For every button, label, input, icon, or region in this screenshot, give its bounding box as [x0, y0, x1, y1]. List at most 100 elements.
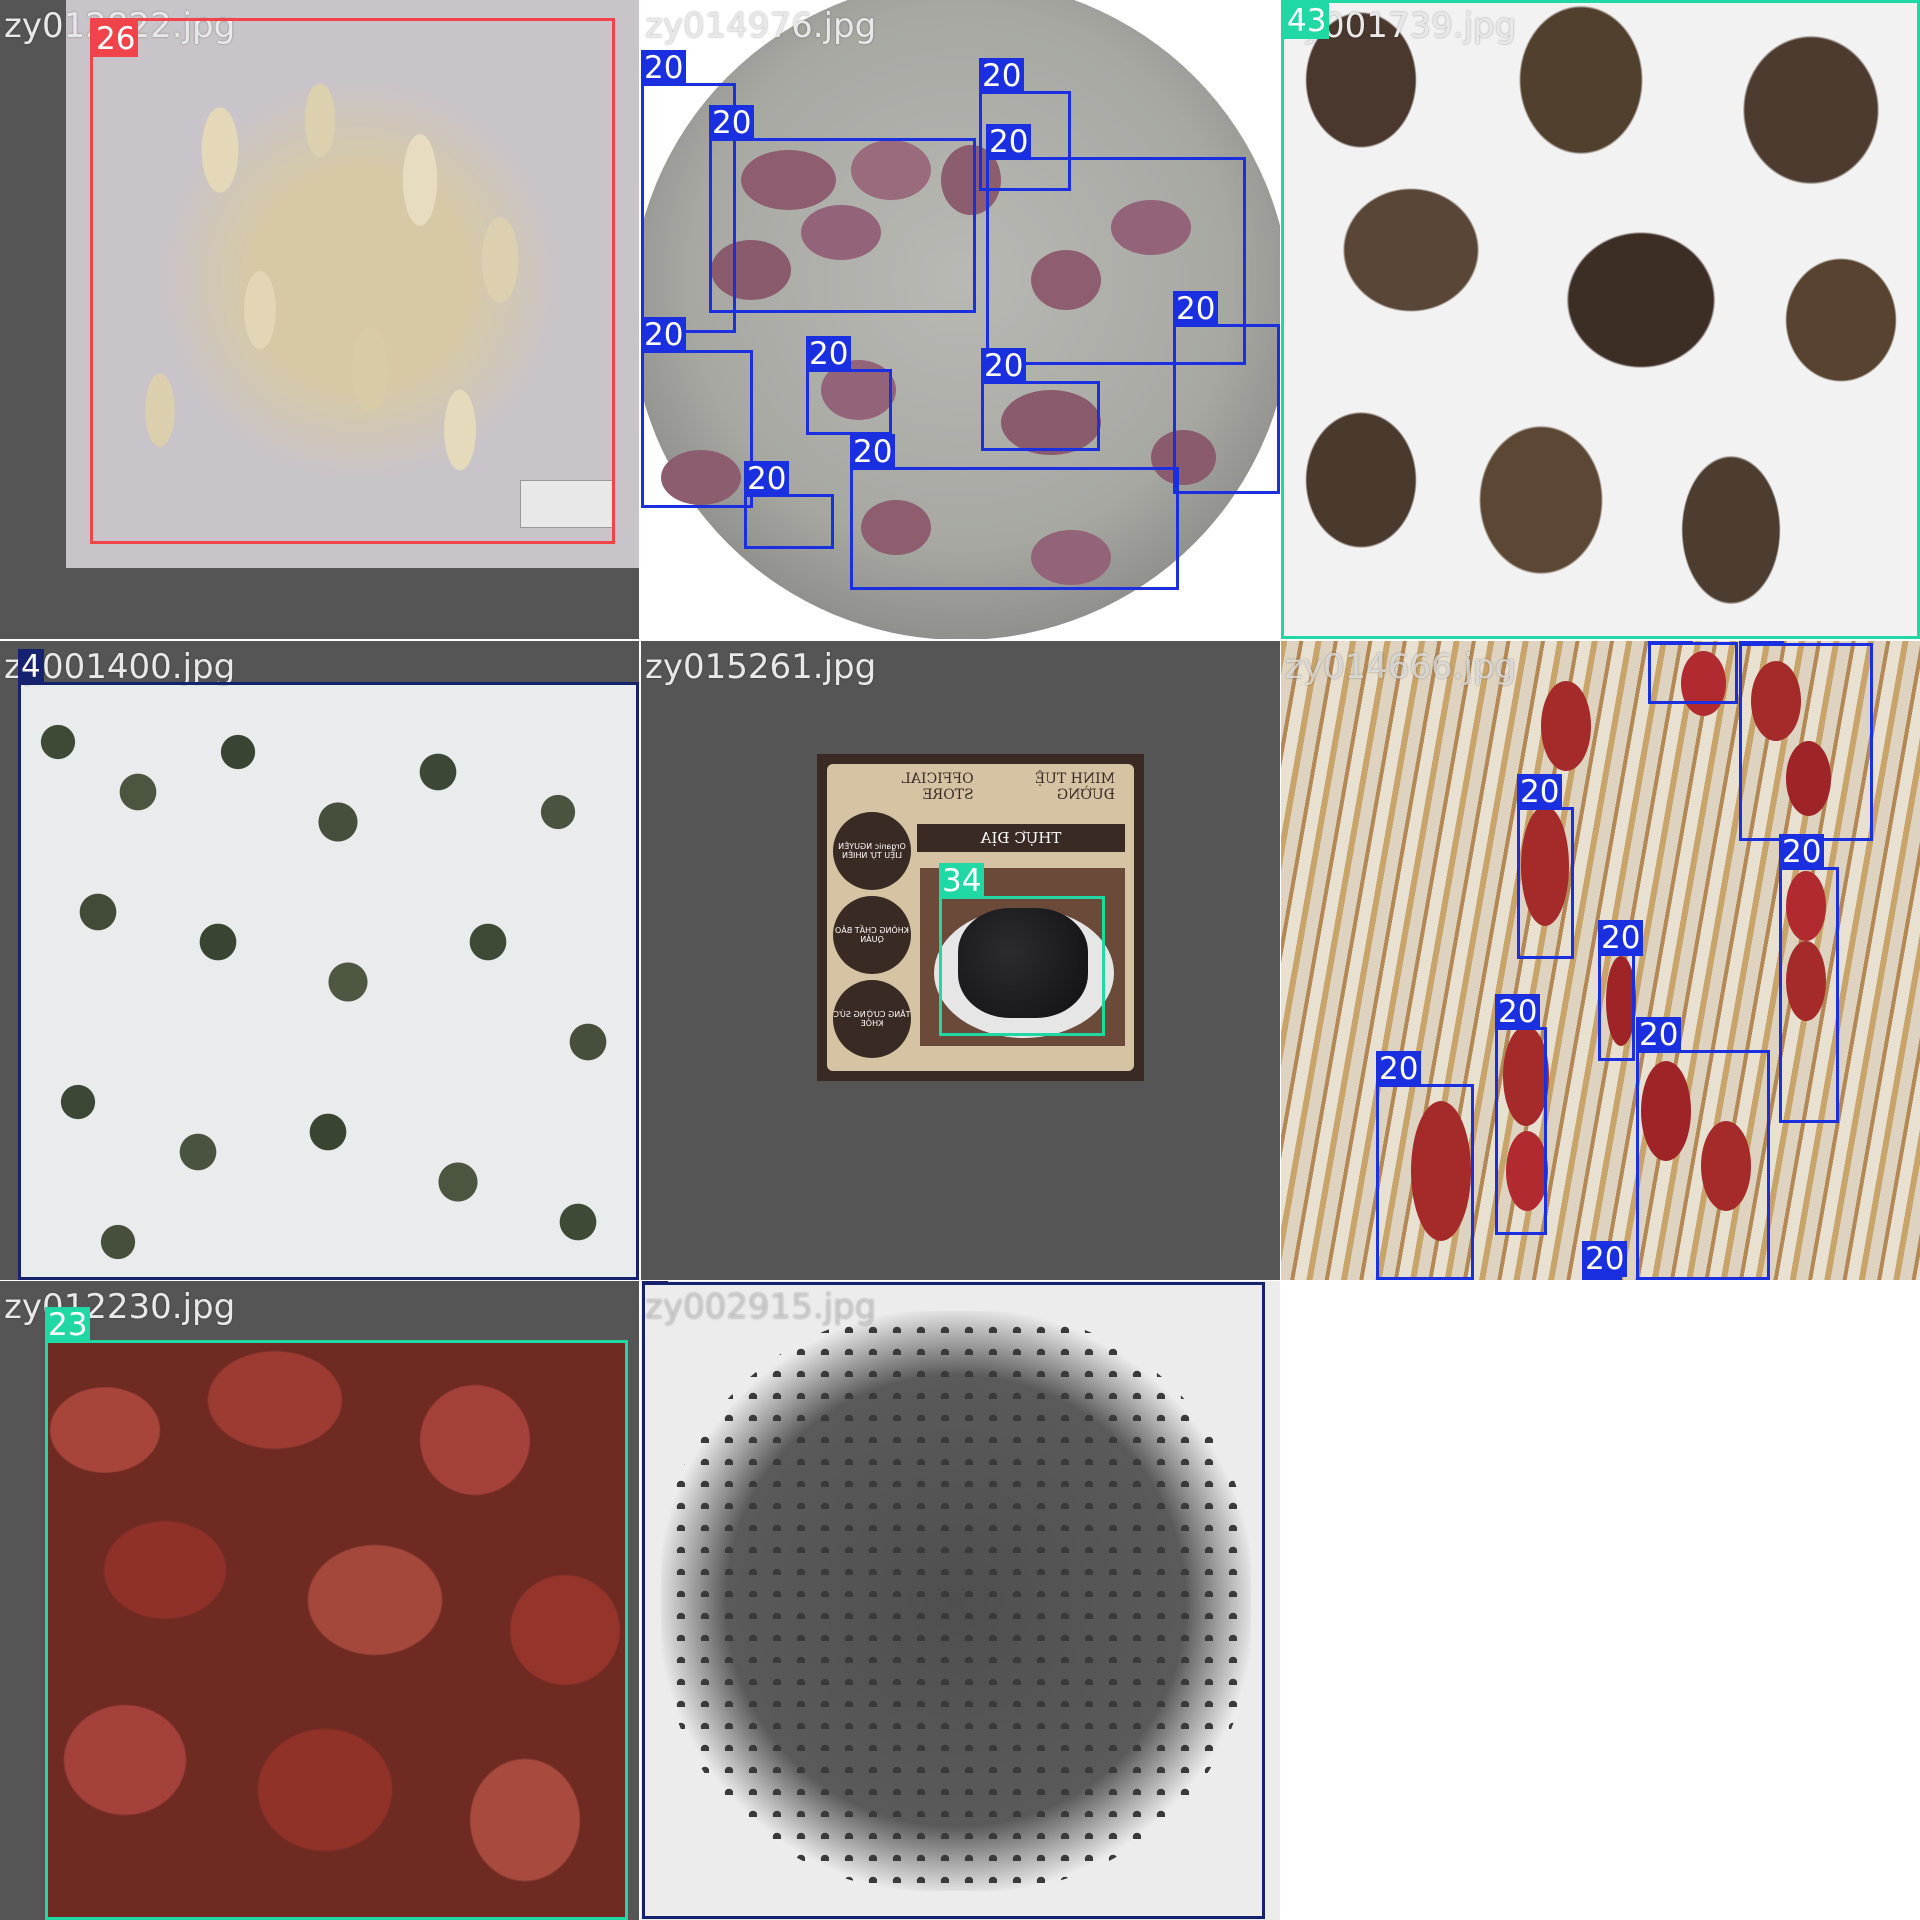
detection-label: 20 — [1636, 1017, 1682, 1053]
mosaic-tile-4: zy001400.jpg 4 — [0, 641, 639, 1280]
mosaic-tile-6: zy014666.jpg 20 20 20 20 20 20 20 20 20 — [1281, 641, 1920, 1280]
dried-fruit-photo — [45, 1340, 625, 1920]
product-package: MINH TUỆ ĐƯỜNG OFFICIAL STORE THỰC ĐỊA O… — [817, 754, 1144, 1081]
detection-box[interactable]: 43 — [1281, 0, 1920, 639]
seeds-photo — [18, 682, 639, 1280]
detection-label: 20 — [744, 461, 790, 497]
brand-right-text: MINH TUỆ ĐƯỜNG — [1034, 771, 1115, 803]
red-fruit — [1411, 1101, 1471, 1241]
detection-label: 20 — [1495, 994, 1541, 1030]
detection-box[interactable]: 20 — [1739, 641, 1873, 841]
badge-text: KHÔNG CHẤT BẢO QUẢN — [834, 926, 910, 944]
herb-pile — [100, 30, 620, 530]
detection-box[interactable]: 20 — [806, 336, 892, 435]
seed — [801, 205, 881, 260]
detection-label: 34 — [939, 863, 985, 899]
seed — [741, 150, 836, 210]
seed — [1031, 250, 1101, 310]
detection-label: 20 — [1376, 1051, 1422, 1087]
detection-box[interactable]: 20 — [641, 50, 736, 333]
mosaic-tile-8: zy002915.jpg 4 — [641, 1281, 1280, 1920]
detection-label: 43 — [1284, 3, 1330, 39]
detection-label: 20 — [806, 336, 852, 372]
detection-label: 20 — [1582, 1241, 1628, 1277]
detection-box[interactable]: 20 — [979, 58, 1071, 191]
detection-box[interactable]: 20 — [981, 348, 1100, 451]
badge-health: TĂNG CƯỜNG SỨC KHỎE — [833, 980, 911, 1058]
red-fruit — [1641, 1061, 1691, 1161]
detection-box[interactable]: 20 — [1779, 834, 1839, 1123]
tile-filename: zy014666.jpg — [1285, 647, 1517, 687]
detection-box[interactable]: 20 — [1648, 641, 1738, 704]
seed — [1001, 390, 1101, 455]
detection-label: 20 — [1598, 920, 1644, 956]
detection-box[interactable]: 20 — [850, 434, 1179, 590]
red-fruit — [1521, 806, 1569, 926]
black-seeds-photo — [661, 1311, 1251, 1891]
detection-label: 20 — [979, 58, 1025, 94]
detection-label: 20 — [1648, 641, 1694, 645]
badge-organic: Organic NGUYÊN LIỆU TỰ NHIÊN — [833, 812, 911, 890]
badge-preservative: KHÔNG CHẤT BẢO QUẢN — [833, 896, 911, 974]
detection-label: 26 — [93, 21, 139, 57]
detection-label: 20 — [1517, 774, 1563, 810]
badge-text: Organic NGUYÊN LIỆU TỰ NHIÊN — [838, 842, 906, 860]
detection-label: 4 — [18, 649, 44, 685]
detection-box[interactable]: 20 — [1173, 291, 1280, 494]
detection-label: 20 — [641, 317, 687, 353]
mosaic-tile-5: zy015261.jpg MINH TUỆ ĐƯỜNG OFFICIAL STO… — [641, 641, 1280, 1280]
detection-label: 20 — [986, 124, 1032, 160]
tile-filename: zy014976.jpg — [645, 6, 877, 46]
red-fruit — [1541, 681, 1591, 771]
dried-fruit — [958, 908, 1088, 1018]
tile-filename: zy002915.jpg — [645, 1287, 877, 1327]
detection-box[interactable]: 20 — [1582, 1241, 1628, 1280]
mosaic-tile-1: zy012822.jpg 26 — [0, 0, 639, 639]
badge-text: TĂNG CƯỜNG SỨC KHỎE — [833, 1010, 911, 1028]
red-fruit — [1503, 1026, 1549, 1126]
red-fruit — [1751, 661, 1801, 741]
detection-label: 23 — [45, 1307, 91, 1343]
package-header: MINH TUỆ ĐƯỜNG OFFICIAL STORE — [847, 766, 1115, 808]
detection-box[interactable]: 20 — [709, 105, 976, 313]
detection-label: 20 — [850, 434, 896, 470]
package-banner: THỰC ĐỊA — [917, 824, 1125, 852]
mosaic-tile-3: zy001739.jpg 43 — [1281, 0, 1920, 639]
detection-box[interactable]: 20 — [1636, 1017, 1770, 1280]
detection-label: 20 — [1173, 291, 1219, 327]
red-fruit — [1786, 741, 1831, 816]
mosaic-tile-empty — [1281, 1281, 1920, 1920]
detection-box[interactable]: 20 — [1598, 920, 1644, 1061]
red-fruit — [1681, 651, 1726, 716]
seed — [1111, 200, 1191, 255]
seed — [851, 140, 931, 200]
detection-box[interactable]: 23 — [45, 1307, 628, 1920]
detection-box[interactable]: 26 — [90, 18, 615, 544]
detection-box[interactable]: 20 — [986, 124, 1246, 365]
seed — [1151, 430, 1216, 485]
seed — [711, 240, 791, 300]
red-fruit — [1701, 1121, 1751, 1211]
detection-box[interactable]: 4 — [642, 1281, 1265, 1919]
detection-box[interactable]: 20 — [1376, 1051, 1474, 1280]
mosaic-tile-7: zy012230.jpg 23 — [0, 1281, 639, 1920]
detection-label: 4 — [642, 1281, 668, 1286]
red-fruit — [1786, 941, 1826, 1021]
detection-box[interactable]: 20 — [744, 461, 834, 549]
detection-label: 20 — [709, 105, 755, 141]
mosaic-tile-2: zy014976.jpg 20 20 20 20 20 20 20 20 20 … — [641, 0, 1280, 639]
scale-ruler — [520, 480, 614, 528]
tile-filename: zy012230.jpg — [4, 1287, 236, 1327]
red-fruit — [1786, 871, 1826, 941]
detection-box[interactable]: 4 — [18, 649, 639, 1280]
detection-label: 20 — [981, 348, 1027, 384]
detection-box[interactable]: 20 — [1517, 774, 1574, 959]
seed — [661, 450, 741, 505]
detection-box[interactable]: 34 — [939, 863, 1105, 1036]
detection-box[interactable]: 20 — [641, 317, 753, 508]
seed — [861, 500, 931, 555]
seed — [1031, 530, 1111, 585]
detection-label: 20 — [1739, 641, 1785, 646]
red-fruit — [1506, 1131, 1548, 1211]
detection-box[interactable]: 20 — [1495, 994, 1547, 1235]
